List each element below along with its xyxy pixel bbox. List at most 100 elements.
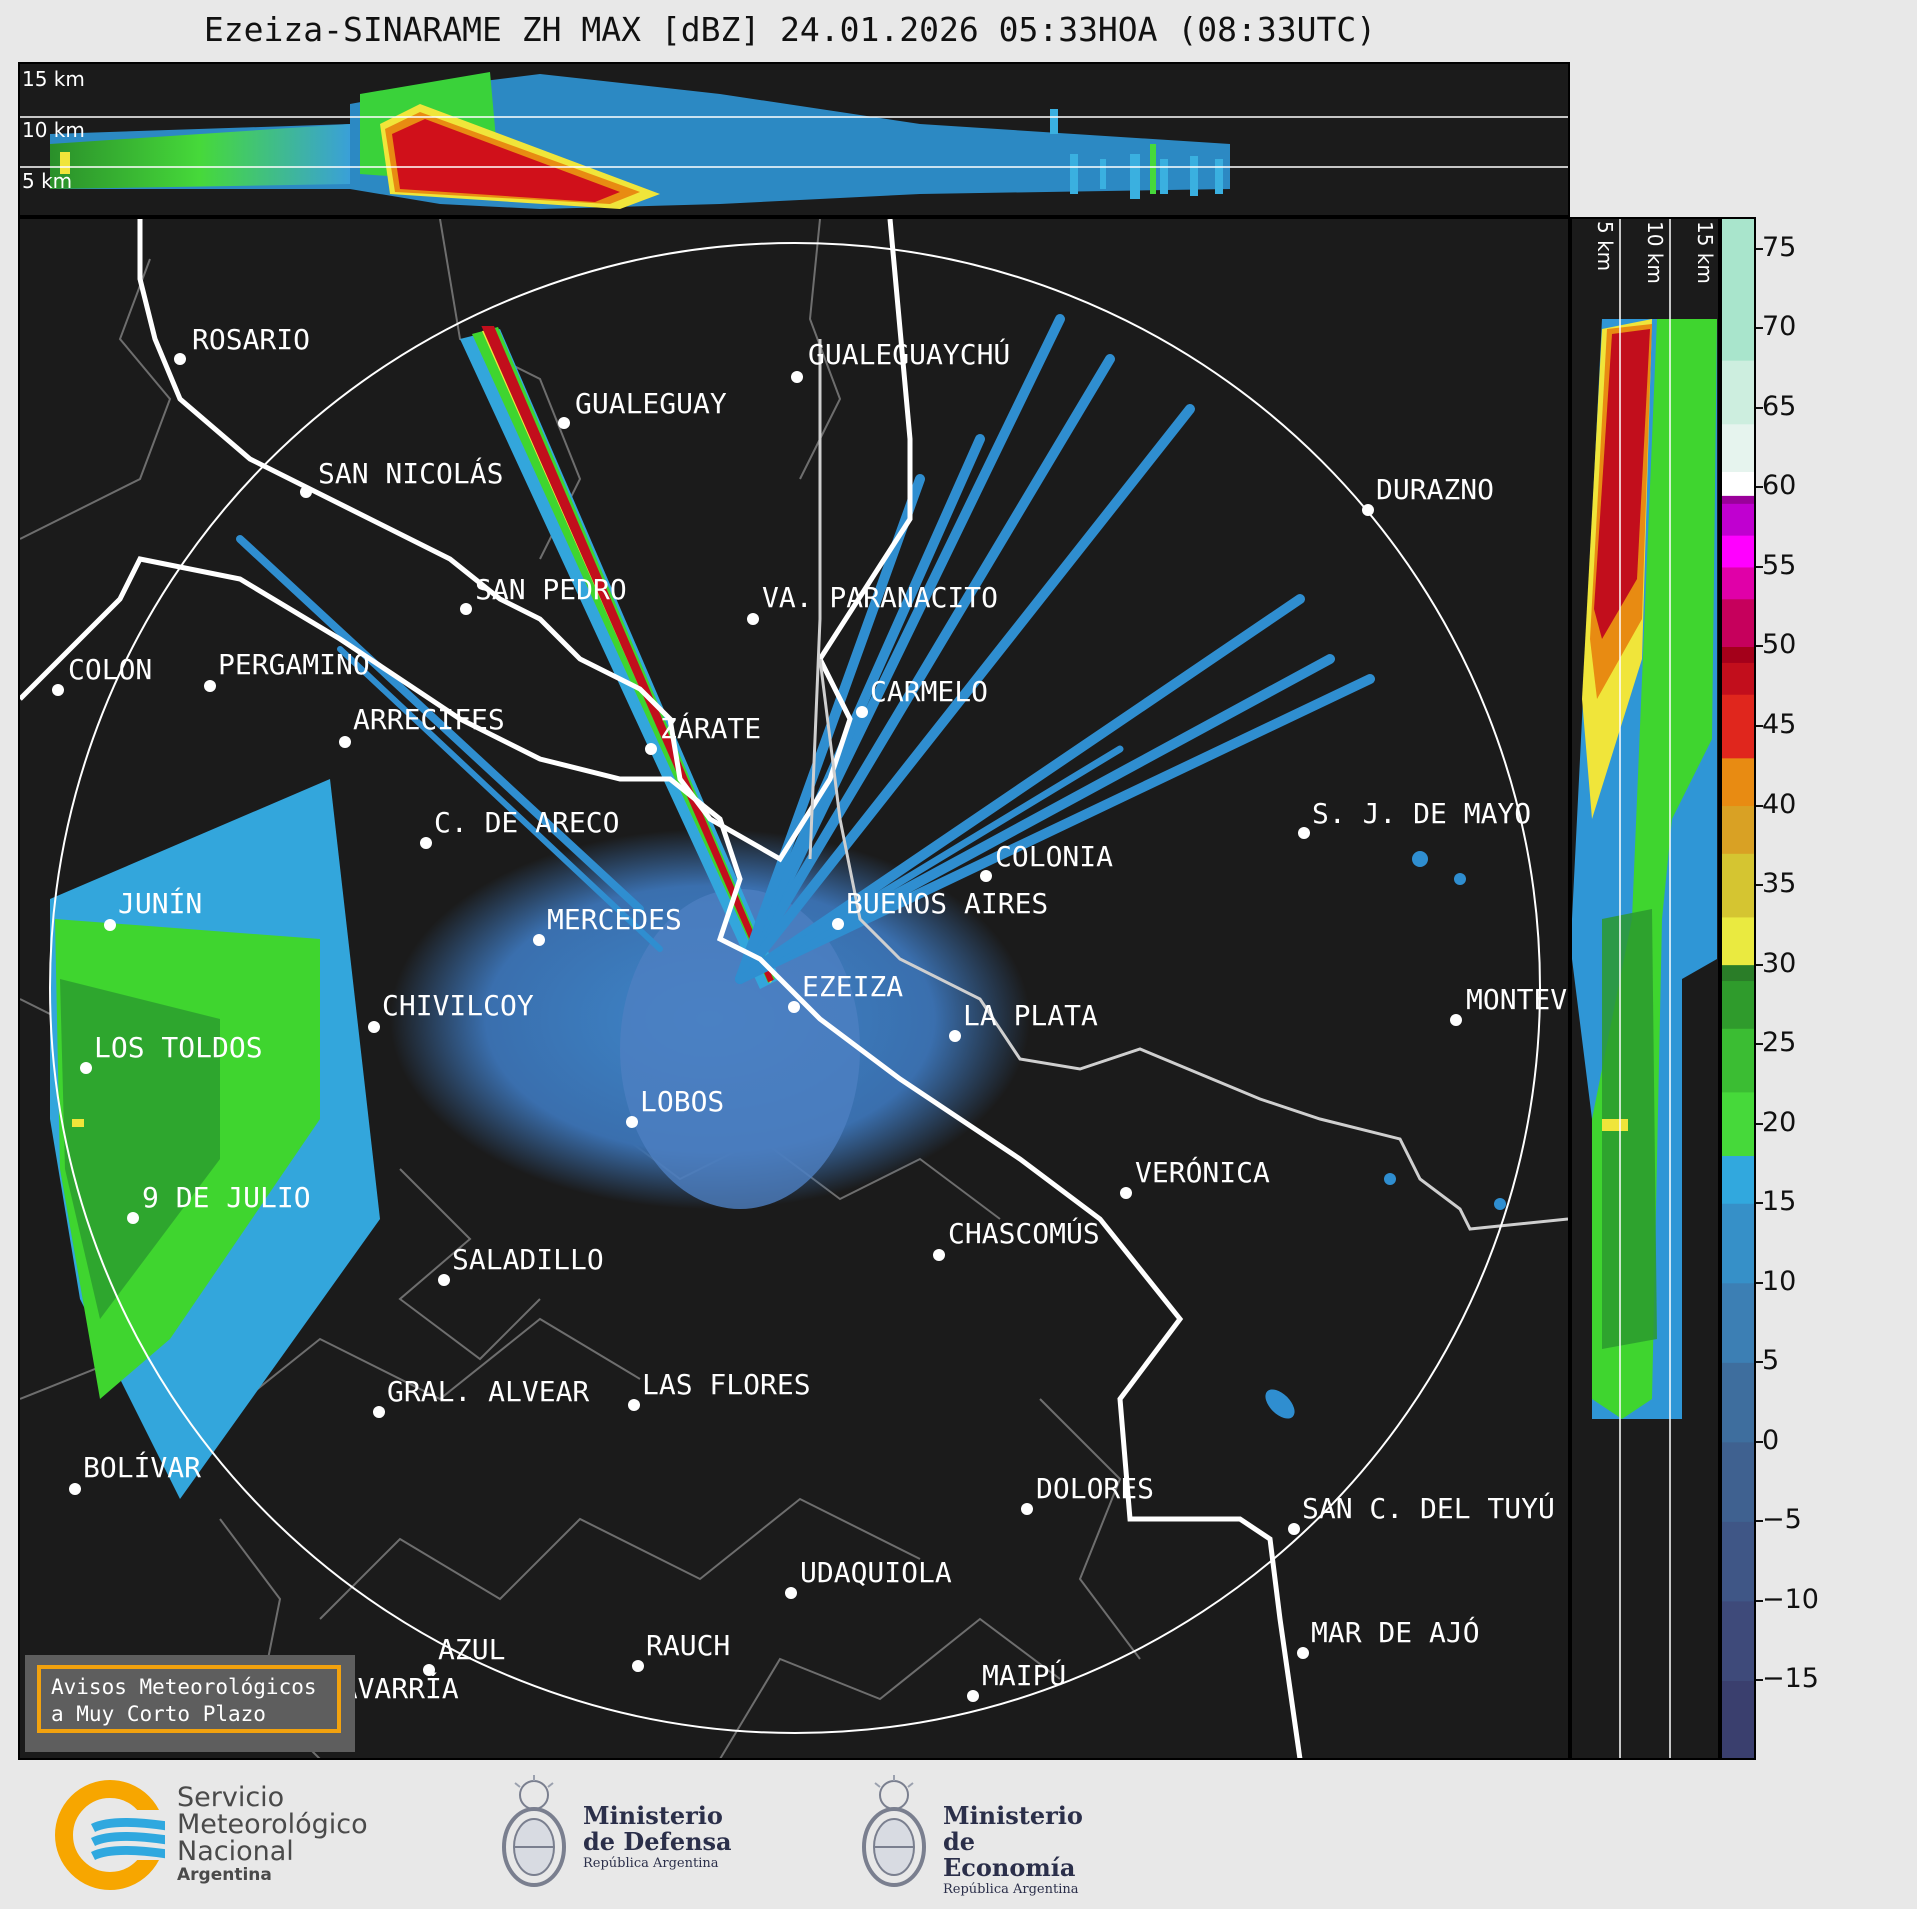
city-label-dolores: DOLORES: [1036, 1472, 1154, 1505]
colorbar-segment: [1720, 1680, 1756, 1760]
top-height-label-10: 10 km: [22, 118, 85, 142]
colorbar-tick-label: 75: [1762, 231, 1797, 263]
side-cross-section-svg: 5 km 10 km 15 km: [1572, 219, 1717, 1758]
city-label-saladillo: SALADILLO: [452, 1243, 604, 1276]
colorbar-segment: [1720, 805, 1756, 854]
colorbar-segment: [1720, 535, 1756, 568]
city-label-gualeguay: GUALEGUAY: [575, 387, 727, 420]
defensa-line-2: de Defensa: [583, 1827, 732, 1856]
city-label-gualeguaychu: GUALEGUAYCHÚ: [808, 337, 1010, 371]
smn-logo-icon: [55, 1780, 165, 1890]
city-label-arrecifes: ARRECIFES: [353, 703, 505, 736]
echo-nw-spoke: [460, 326, 780, 989]
city-label-colonia: COLONIA: [995, 840, 1113, 873]
economia-line-2: de Economía: [943, 1827, 1076, 1882]
city-label-9-de-julio: 9 DE JULIO: [142, 1181, 311, 1214]
economia-line-1: Ministerio: [943, 1801, 1083, 1830]
colorbar-segment: [1720, 646, 1756, 663]
colorbar-tick: [1756, 327, 1763, 330]
echo-ne-spokes: [236, 314, 1375, 984]
radar-map-panel: ROSARIO GUALEGUAYCHÚ GUALEGUAY SAN NICOL…: [18, 217, 1635, 1760]
colorbar-segment: [1720, 360, 1756, 425]
colorbar-tick: [1756, 1043, 1763, 1046]
defensa-line-1: Ministerio: [583, 1801, 723, 1830]
coastline: [18, 218, 1303, 1760]
city-label-las-flores: LAS FLORES: [642, 1368, 811, 1401]
city-label-san-nicolas: SAN NICOLÁS: [318, 456, 503, 490]
colorbar-tick: [1756, 565, 1763, 568]
colorbar-segment: [1720, 1362, 1756, 1443]
uruguay-coast: [808, 339, 1569, 1231]
colorbar-segment: [1720, 423, 1756, 473]
colorbar-tick-label: 10: [1762, 1265, 1797, 1297]
colorbar-tick-label: 0: [1762, 1424, 1780, 1456]
colorbar-tick-label: 60: [1762, 470, 1797, 502]
defensa-line-3: República Argentina: [583, 1856, 719, 1871]
top-cross-section-panel: 15 km 10 km 5 km: [18, 62, 1570, 217]
colorbar-tick: [1756, 486, 1763, 489]
city-label-colon: COLON: [68, 653, 152, 686]
city-label-rauch: RAUCH: [646, 1629, 730, 1662]
colorbar-tick-label: 70: [1762, 311, 1797, 343]
colorbar-tick-label: 20: [1762, 1106, 1797, 1138]
colorbar-tick: [1756, 1122, 1763, 1125]
colorbar-segment: [1720, 1521, 1756, 1602]
city-label-la-plata: LA PLATA: [963, 999, 1098, 1032]
colorbar-tick-label: 25: [1762, 1027, 1797, 1059]
city-label-mar-de-ajo: MAR DE AJÓ: [1311, 1615, 1480, 1649]
colorbar-tick-label: 35: [1762, 868, 1797, 900]
colorbar-segment: [1720, 1441, 1756, 1522]
city-label-zarate: ZÁRATE: [660, 711, 761, 745]
colorbar-tick: [1756, 804, 1763, 807]
colorbar-segment: [1720, 1600, 1756, 1681]
colorbar-segment: [1720, 1203, 1756, 1284]
city-label-rosario: ROSARIO: [192, 323, 310, 356]
warning-box[interactable]: Avisos Meteorológicos a Muy Corto Plazo: [25, 1655, 355, 1752]
colorbar-tick-label: 65: [1762, 390, 1797, 422]
colorbar-tick-label: 15: [1762, 1186, 1797, 1218]
smn-line-1: Servicio: [177, 1782, 285, 1813]
city-label-montevideo: MONTEVIDEO: [1466, 983, 1568, 1016]
city-label-veronica: VERÓNICA: [1135, 1155, 1270, 1189]
city-label-durazno: DURAZNO: [1376, 473, 1494, 506]
colorbar-tick-label: 55: [1762, 549, 1797, 581]
colorbar-segment: [1720, 471, 1756, 496]
colorbar-segment: [1720, 980, 1756, 1029]
city-label-azul: AZUL: [438, 1633, 505, 1666]
colorbar-segment: [1720, 916, 1756, 966]
city-label-carmelo: CARMELO: [870, 675, 988, 708]
top-yellow-echo: [60, 152, 70, 174]
city-label-san-clemente-del-tuyu: SAN C. DEL TUYÚ: [1302, 1491, 1555, 1525]
city-label-san-pedro: SAN PEDRO: [475, 573, 627, 606]
colorbar-tick-label: −15: [1762, 1663, 1819, 1695]
city-label-lobos: LOBOS: [640, 1085, 724, 1118]
colorbar-tick-label: 45: [1762, 709, 1797, 741]
top-height-label-15: 15 km: [22, 67, 85, 91]
national-seal-icon-2: [862, 1775, 926, 1887]
colorbar-segment: [1720, 503, 1756, 536]
colorbar-tick: [1756, 1281, 1763, 1284]
radar-map-svg: ROSARIO GUALEGUAYCHÚ GUALEGUAY SAN NICOL…: [18, 218, 1635, 1760]
city-label-chascomus: CHASCOMÚS: [948, 1216, 1100, 1250]
colorbar-tick-label: 50: [1762, 629, 1797, 661]
colorbar-segment: [1720, 566, 1756, 600]
colorbar-segment: [1720, 598, 1756, 647]
top-cross-section-svg: 15 km 10 km 5 km: [20, 67, 1568, 209]
city-label-buenos-aires: BUENOS AIRES: [846, 887, 1048, 920]
warning-box-frame[interactable]: Avisos Meteorológicos a Muy Corto Plazo: [37, 1665, 341, 1733]
colorbar-segment: [1720, 964, 1756, 982]
city-layer: ROSARIO GUALEGUAYCHÚ GUALEGUAY SAN NICOL…: [52, 323, 1635, 1715]
city-label-capitan-sarmiento-areco: C. DE ARECO: [434, 806, 619, 839]
side-height-label-15: 15 km: [1693, 221, 1717, 284]
warning-line-2: a Muy Corto Plazo: [51, 1702, 266, 1726]
colorbar-tick-label: 5: [1762, 1345, 1780, 1377]
city-label-gral-alvear: GRAL. ALVEAR: [387, 1375, 589, 1408]
colorbar-tick: [1756, 645, 1763, 648]
colorbar-tick: [1756, 1679, 1763, 1682]
smn-line-4: Argentina: [177, 1865, 272, 1885]
colorbar-tick: [1756, 884, 1763, 887]
city-label-va-paranacito: VA. PARANACITO: [762, 581, 998, 614]
city-label-chivilcoy: CHIVILCOY: [382, 989, 534, 1022]
defensa-logo: Ministerio de Defensa República Argentin…: [495, 1775, 755, 1895]
page-title: Ezeiza-SINARAME ZH MAX [dBZ] 24.01.2026 …: [203, 10, 1377, 49]
